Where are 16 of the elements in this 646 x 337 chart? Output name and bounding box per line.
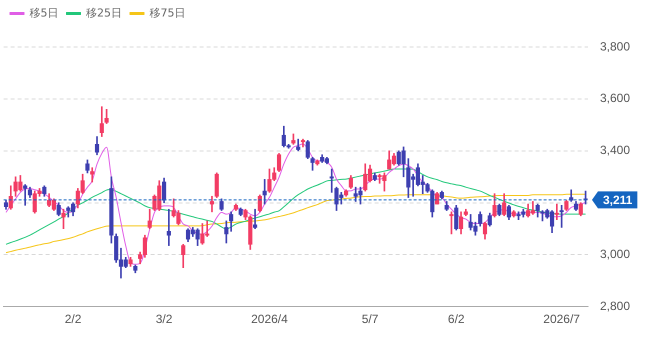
- x-tick-label: 2/2: [64, 312, 82, 326]
- legend-label: 移75日: [149, 6, 186, 20]
- y-tick-label: 3,400: [600, 143, 630, 158]
- legend-label: 移5日: [30, 6, 58, 20]
- legend-label: 移25日: [86, 6, 122, 20]
- x-tick-label: 6/2: [448, 312, 465, 326]
- y-tick-label: 3,000: [600, 246, 630, 261]
- x-tick-label: 2026/7: [543, 312, 580, 326]
- y-tick-label: 3,800: [600, 39, 630, 54]
- line-series: [6, 143, 586, 265]
- x-tick-label: 3/2: [156, 312, 173, 326]
- x-tick-label: 5/7: [362, 312, 379, 326]
- y-tick-label: 2,800: [600, 298, 630, 313]
- ref-line-label: 3,211: [602, 193, 633, 208]
- y-tick-label: 3,600: [600, 91, 630, 106]
- x-tick-label: 2026/4: [251, 312, 288, 326]
